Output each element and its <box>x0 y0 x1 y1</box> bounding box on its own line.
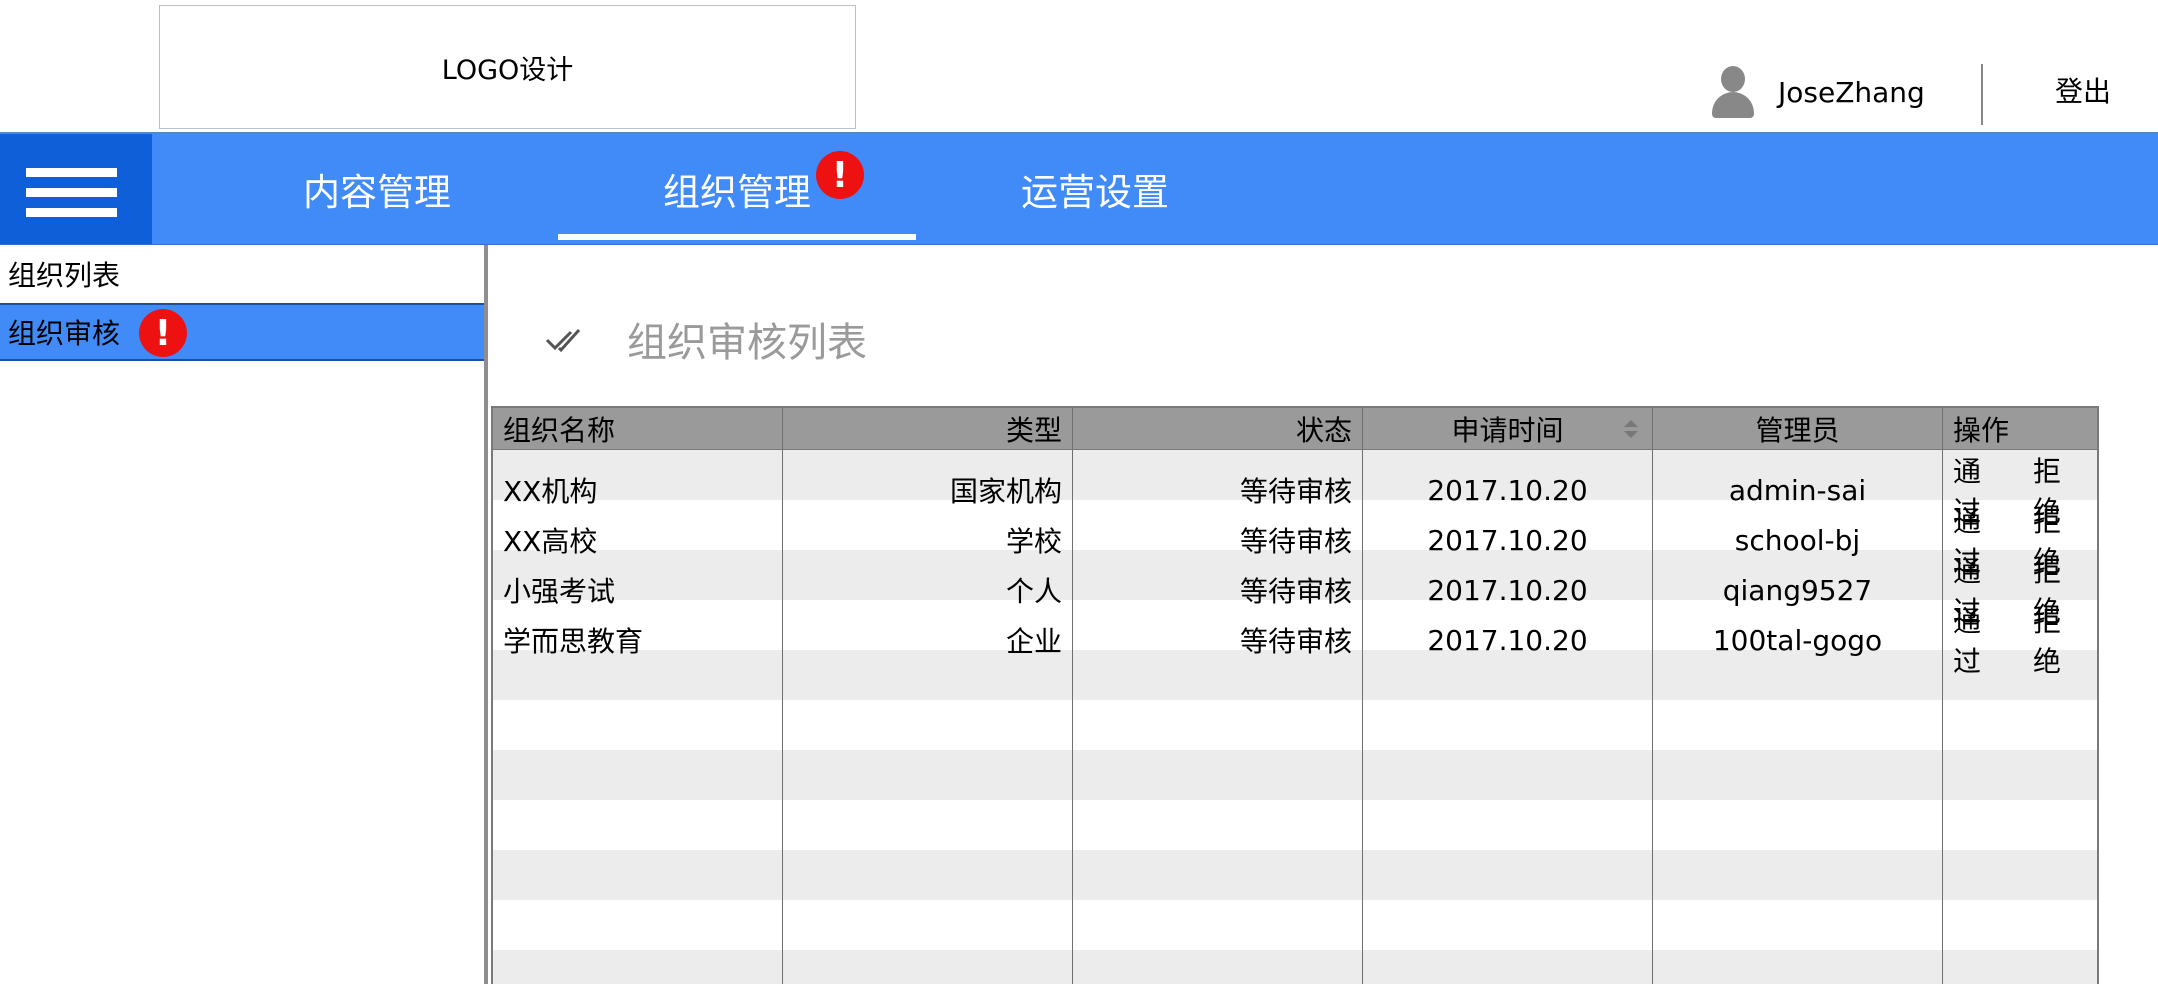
sidebar-item-label: 组织列表 <box>8 259 121 292</box>
double-check-icon <box>545 328 581 353</box>
review-table: 组织名称 类型 状态 申请时间 管理员 操作 XX机构 国家机构 等待审核 20… <box>491 406 2099 984</box>
header-divider <box>1981 64 1983 125</box>
column-header-admin[interactable]: 管理员 <box>1653 408 1943 449</box>
cell-name: XX机构 <box>493 450 783 530</box>
approve-button[interactable]: 通过 <box>1953 505 1982 578</box>
sidebar-item-label: 组织审核 <box>8 317 121 350</box>
username: JoseZhang <box>1778 75 1925 109</box>
reject-button[interactable]: 拒绝 <box>2033 455 2062 528</box>
user-icon <box>1710 66 1756 118</box>
logout-button[interactable]: 登出 <box>2055 75 2112 108</box>
nav-tab-operations[interactable]: 运营设置 <box>916 134 1274 244</box>
empty-row <box>493 700 2097 750</box>
table-row: 学而思教育 企业 等待审核 2017.10.20 100tal-gogo 通过 … <box>493 600 2097 680</box>
sidebar-item-org-review[interactable]: 组织审核 ! <box>0 303 486 361</box>
nav-tab-label: 组织管理 <box>663 171 811 214</box>
empty-row <box>493 900 2097 950</box>
column-header-type[interactable]: 类型 <box>783 408 1073 449</box>
cell-status: 等待审核 <box>1073 450 1363 530</box>
cell-time: 2017.10.20 <box>1363 550 1653 630</box>
cell-type: 学校 <box>783 500 1073 580</box>
cell-actions: 通过 拒绝 <box>1943 450 2097 530</box>
empty-row <box>493 950 2097 984</box>
table-row: XX高校 学校 等待审核 2017.10.20 school-bj 通过 拒绝 <box>493 500 2097 580</box>
cell-name: 小强考试 <box>493 550 783 630</box>
cell-admin: school-bj <box>1653 500 1943 580</box>
sidebar: 组织列表 组织审核 ! <box>0 245 486 361</box>
section-header: 组织审核列表 <box>545 310 867 368</box>
empty-row <box>493 650 2097 700</box>
empty-row <box>493 800 2097 850</box>
table-header-row: 组织名称 类型 状态 申请时间 管理员 操作 <box>493 408 2097 450</box>
menu-button[interactable] <box>0 134 152 244</box>
cell-admin: admin-sai <box>1653 450 1943 530</box>
cell-actions: 通过 拒绝 <box>1943 500 2097 580</box>
cell-admin: qiang9527 <box>1653 550 1943 630</box>
logo-box: LOGO设计 <box>159 5 856 129</box>
cell-type: 个人 <box>783 550 1073 630</box>
table-row: XX机构 国家机构 等待审核 2017.10.20 admin-sai 通过 拒… <box>493 450 2097 530</box>
user-info[interactable]: JoseZhang <box>1710 62 1925 122</box>
cell-actions: 通过 拒绝 <box>1943 550 2097 630</box>
empty-row <box>493 850 2097 900</box>
cell-name: 学而思教育 <box>493 600 783 680</box>
page-title: 组织审核列表 <box>627 320 867 366</box>
column-header-actions: 操作 <box>1953 413 2010 447</box>
table-row: 小强考试 个人 等待审核 2017.10.20 qiang9527 通过 拒绝 <box>493 550 2097 630</box>
cell-actions: 通过 拒绝 <box>1943 600 2097 680</box>
main-navbar: 内容管理 组织管理 ! 运营设置 <box>0 132 2158 245</box>
empty-row <box>493 750 2097 800</box>
sidebar-item-org-list[interactable]: 组织列表 <box>0 245 486 303</box>
cell-name: XX高校 <box>493 500 783 580</box>
cell-type: 企业 <box>783 600 1073 680</box>
approve-button[interactable]: 通过 <box>1953 555 1982 628</box>
cell-time: 2017.10.20 <box>1363 600 1653 680</box>
cell-status: 等待审核 <box>1073 600 1363 680</box>
logo-text: LOGO设计 <box>441 54 574 86</box>
nav-tab-content[interactable]: 内容管理 <box>198 134 556 244</box>
reject-button[interactable]: 拒绝 <box>2033 555 2062 628</box>
cell-type: 国家机构 <box>783 450 1073 530</box>
column-header-time[interactable]: 申请时间 <box>1363 408 1653 449</box>
column-header-label: 申请时间 <box>1451 413 1564 447</box>
sidebar-divider <box>484 245 488 984</box>
cell-admin: 100tal-gogo <box>1653 600 1943 680</box>
cell-time: 2017.10.20 <box>1363 500 1653 580</box>
nav-tab-label: 内容管理 <box>303 171 451 214</box>
alert-icon: ! <box>816 151 864 199</box>
reject-button[interactable]: 拒绝 <box>2033 505 2062 578</box>
cell-status: 等待审核 <box>1073 550 1363 630</box>
nav-tab-label: 运营设置 <box>1021 171 1169 214</box>
nav-tab-organization[interactable]: 组织管理 ! <box>558 134 916 244</box>
approve-button[interactable]: 通过 <box>1953 455 1982 528</box>
sort-icon[interactable] <box>1622 418 1640 440</box>
alert-icon: ! <box>139 309 187 357</box>
approve-button[interactable]: 通过 <box>1953 605 1982 678</box>
reject-button[interactable]: 拒绝 <box>2033 605 2062 678</box>
column-header-name[interactable]: 组织名称 <box>493 408 783 449</box>
column-header-status[interactable]: 状态 <box>1073 408 1363 449</box>
cell-time: 2017.10.20 <box>1363 450 1653 530</box>
cell-status: 等待审核 <box>1073 500 1363 580</box>
